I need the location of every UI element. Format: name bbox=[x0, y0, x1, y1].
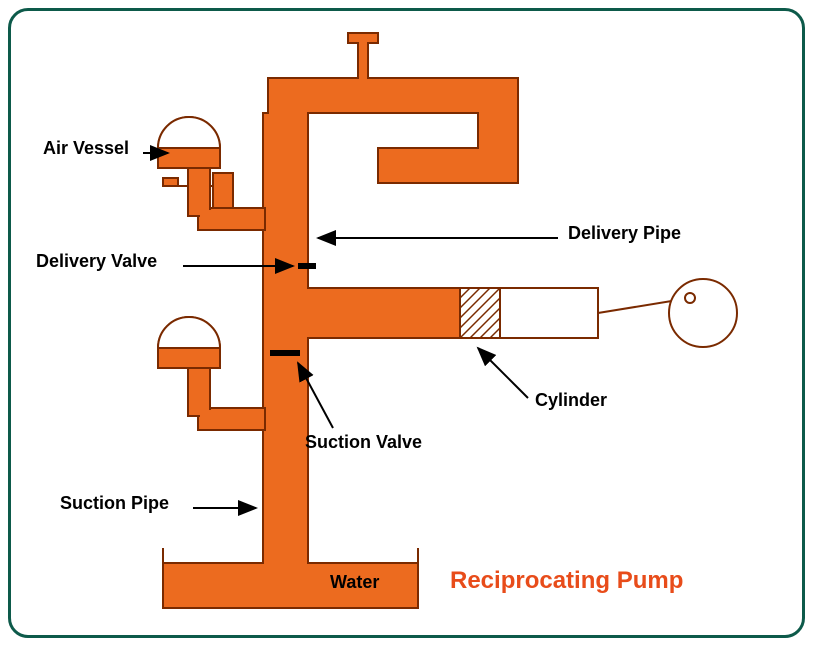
upper-pipe-cover2 bbox=[200, 210, 263, 228]
piston bbox=[460, 288, 500, 338]
pump-diagram bbox=[8, 8, 805, 638]
crank-pin bbox=[685, 293, 695, 303]
label-suction-pipe: Suction Pipe bbox=[60, 493, 169, 514]
suction-valve-mark bbox=[270, 350, 300, 356]
arrow-cylinder bbox=[478, 348, 528, 398]
label-cylinder: Cylinder bbox=[535, 390, 607, 411]
diagram-title: Reciprocating Pump bbox=[450, 567, 683, 595]
upper-air-vessel-white bbox=[158, 117, 220, 148]
crank-wheel bbox=[669, 279, 737, 347]
label-suction-valve: Suction Valve bbox=[305, 432, 422, 453]
upper-pipe-cover bbox=[190, 168, 208, 214]
lower-pipe-cover bbox=[190, 368, 208, 414]
diagram-frame: Air Vessel Delivery Valve Delivery Pipe … bbox=[0, 0, 813, 646]
delivery-valve-mark bbox=[298, 263, 316, 269]
label-delivery-pipe: Delivery Pipe bbox=[568, 223, 681, 244]
label-delivery-valve: Delivery Valve bbox=[36, 251, 157, 272]
lower-pipe-cover2 bbox=[200, 410, 263, 428]
lower-air-vessel-white bbox=[158, 317, 220, 348]
label-water: Water bbox=[330, 572, 379, 593]
label-air-vessel: Air Vessel bbox=[43, 138, 129, 159]
